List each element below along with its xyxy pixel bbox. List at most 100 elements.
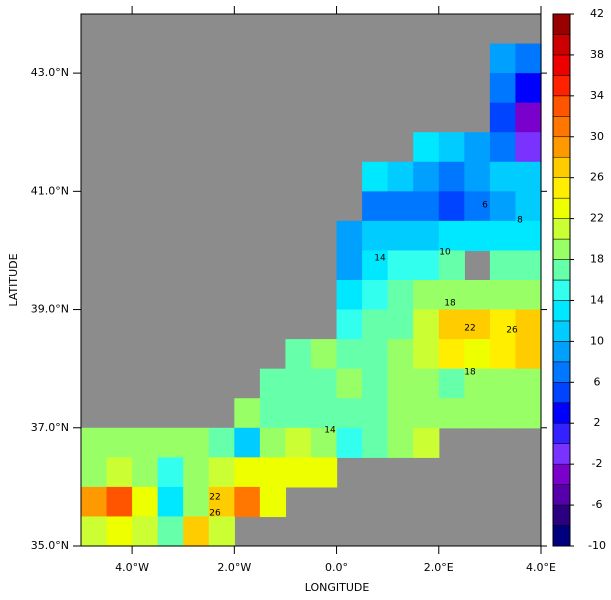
- colorbar-band: [552, 422, 571, 444]
- field-cell: [464, 220, 491, 252]
- field-cell: [106, 427, 133, 458]
- field-cell: [234, 398, 261, 429]
- colorbar-tick-label: 6: [594, 375, 601, 388]
- field-cell: [336, 250, 363, 281]
- field-cell: [413, 280, 440, 311]
- field-cell: [387, 161, 414, 192]
- field-cell: [489, 73, 517, 104]
- field-cell: [336, 280, 363, 311]
- colorbar-band: [552, 156, 571, 178]
- field-cell: [489, 398, 517, 429]
- colorbar-tick-label: 42: [590, 7, 604, 20]
- contour-label: 14: [324, 426, 336, 436]
- field-cell: [132, 427, 159, 458]
- field-cell: [285, 457, 312, 488]
- field-cell: [259, 486, 287, 518]
- colorbar-tick-label: -6: [592, 498, 603, 511]
- colorbar-tick-label: 38: [590, 48, 604, 61]
- field-cell: [132, 516, 159, 547]
- field-cell: [413, 161, 440, 192]
- field-cell: [387, 398, 414, 429]
- field-cell: [387, 368, 414, 399]
- field-cell: [489, 280, 517, 311]
- field-cell: [336, 368, 363, 399]
- contour-label: 8: [517, 216, 523, 226]
- field-cell: [259, 368, 287, 399]
- field-cell: [413, 427, 440, 458]
- colorbar-band: [552, 218, 571, 240]
- field-cell: [515, 398, 542, 429]
- colorbar-band: [552, 463, 571, 485]
- contour-label: 10: [439, 248, 451, 258]
- colorbar-band: [552, 504, 571, 526]
- colorbar-frame: [552, 13, 571, 547]
- field-cell: [234, 427, 261, 458]
- field-cell: [489, 368, 517, 399]
- colorbar-band: [552, 361, 571, 383]
- colorbar-band: [552, 259, 571, 281]
- field-cell: [489, 161, 517, 192]
- field-cell: [336, 427, 363, 458]
- field-cell: [387, 339, 414, 370]
- field-cell: [183, 516, 210, 547]
- field-cell: [259, 398, 287, 429]
- field-cell: [413, 339, 440, 370]
- y-tick-label: 35.0°N: [31, 539, 69, 552]
- colorbar-tick-label: 18: [590, 253, 604, 266]
- field-cell: [464, 161, 491, 192]
- field-cell: [81, 486, 108, 518]
- field-cell: [438, 191, 465, 222]
- field-cell: [489, 220, 517, 252]
- y-tick-label: 37.0°N: [31, 421, 69, 434]
- colorbar-band: [552, 197, 571, 219]
- field-cell: [336, 398, 363, 429]
- field-cell: [234, 457, 261, 488]
- field-cell: [387, 309, 414, 340]
- field-cell: [515, 220, 542, 252]
- field-cell: [464, 398, 491, 429]
- colorbar-band: [552, 341, 571, 363]
- field-cell: [362, 220, 389, 252]
- field-cell: [413, 368, 440, 399]
- x-axis-label: LONGITUDE: [305, 581, 370, 594]
- field-cell: [362, 339, 389, 370]
- field-cell: [106, 457, 133, 488]
- field-cell: [438, 132, 465, 163]
- field-cell: [489, 132, 517, 163]
- x-tick-label: 4.0°E: [526, 561, 556, 574]
- colorbar-tick-label: 14: [590, 293, 604, 306]
- field-cell: [464, 309, 491, 340]
- field-cell: [413, 220, 440, 252]
- colorbar-tick-label: 34: [590, 89, 604, 102]
- field-cell: [489, 309, 517, 340]
- colorbar-tick-label: 10: [590, 334, 604, 347]
- colorbar-band: [552, 54, 571, 76]
- field-cell: [438, 339, 465, 370]
- contour-label: 26: [506, 326, 518, 336]
- field-cell: [515, 102, 542, 133]
- colorbar-band: [552, 238, 571, 260]
- field-cell: [438, 220, 465, 252]
- field-cell: [362, 309, 389, 340]
- colorbar-band: [552, 95, 571, 117]
- field-cell: [489, 43, 517, 74]
- field-cell: [106, 486, 133, 518]
- colorbar-tick-label: 22: [590, 212, 604, 225]
- field-cell: [489, 250, 517, 281]
- y-axis-label: LATITUDE: [7, 253, 20, 306]
- field-cell: [208, 427, 235, 458]
- x-tick-label: 2.0°E: [424, 561, 454, 574]
- field-cell: [311, 368, 338, 399]
- x-tick-label: 2.0°W: [217, 561, 251, 574]
- field-cell: [387, 250, 414, 281]
- field-cell: [362, 427, 389, 458]
- field-cell: [387, 280, 414, 311]
- field-cell: [438, 398, 465, 429]
- field-cell: [489, 191, 517, 222]
- field-cell: [285, 398, 312, 429]
- contour-label: 26: [209, 509, 221, 519]
- field-cell: [157, 486, 184, 518]
- field-cell: [515, 309, 542, 340]
- field-cell: [183, 427, 210, 458]
- colorbar-band: [552, 320, 571, 342]
